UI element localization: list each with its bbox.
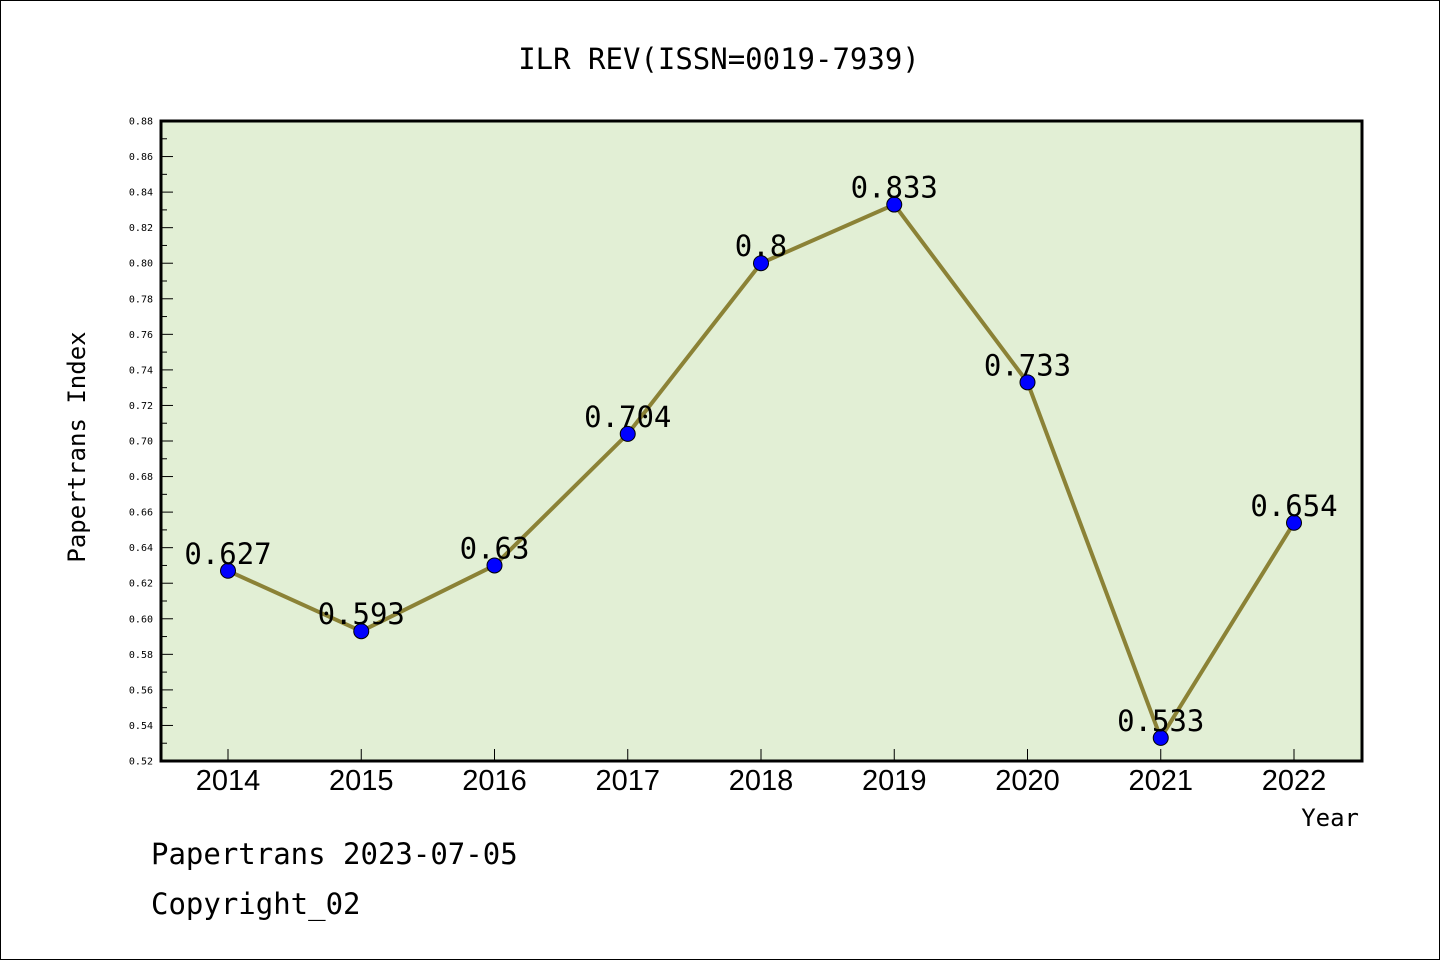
y-axis-label: Papertrans Index <box>63 331 91 562</box>
y-tick-label: 0.56 <box>129 685 153 696</box>
data-point <box>353 623 370 640</box>
y-tick-label: 0.52 <box>129 757 153 768</box>
y-tick-label: 0.68 <box>129 472 153 483</box>
data-point <box>220 562 236 579</box>
y-tick-label: 0.66 <box>129 508 153 519</box>
x-tick-label: 2019 <box>862 765 927 797</box>
y-tick-label: 0.76 <box>129 330 153 341</box>
y-tick-label: 0.58 <box>129 650 153 661</box>
y-tick-label: 0.64 <box>129 543 153 554</box>
y-tick-label: 0.82 <box>129 223 153 234</box>
y-tick-label: 0.80 <box>129 259 153 270</box>
y-tick-label: 0.74 <box>129 365 153 376</box>
data-point <box>619 425 636 442</box>
data-label: 0.733 <box>984 348 1071 382</box>
footer-date: Papertrans 2023-07-05 <box>151 837 518 871</box>
x-tick-label: 2014 <box>196 765 261 797</box>
data-label: 0.654 <box>1250 489 1337 523</box>
y-tick-label: 0.72 <box>129 401 153 412</box>
data-point <box>1286 514 1302 531</box>
data-label: 0.627 <box>184 537 271 571</box>
data-label: 0.833 <box>851 171 938 205</box>
x-tick-label: 2018 <box>729 765 794 797</box>
data-label: 0.704 <box>584 400 671 434</box>
data-point <box>753 255 769 272</box>
data-label: 0.593 <box>318 597 405 631</box>
x-tick-label: 2022 <box>1262 765 1327 797</box>
y-tick-label: 0.78 <box>129 294 153 305</box>
y-tick-label: 0.60 <box>129 614 153 625</box>
data-labels: 0.627 0.593 0.63 0.704 0.8 0.833 0.733 0.533 0.6… <box>184 171 1337 738</box>
y-tick-label: 0.54 <box>129 721 153 732</box>
y-tick-label: 0.88 <box>129 117 153 128</box>
x-tick-label: 2016 <box>462 765 527 797</box>
data-point <box>886 196 903 213</box>
data-point <box>1152 729 1169 746</box>
x-axis-label: Year <box>1301 804 1359 832</box>
y-tick-label: 0.70 <box>129 437 153 448</box>
y-tick-label: 0.62 <box>129 579 153 590</box>
axis-ticks: 0.52 0.54 0.56 0.58 0.60 0.62 0.64 0.66 0.68 0.70… <box>129 117 1326 798</box>
x-tick-label: 2021 <box>1128 765 1193 797</box>
x-tick-label: 2015 <box>329 765 394 797</box>
plot-area <box>159 119 1364 763</box>
data-point <box>486 557 503 574</box>
y-tick-label: 0.84 <box>129 188 153 199</box>
x-tick-label: 2020 <box>995 765 1060 797</box>
y-tick-label: 0.86 <box>129 152 153 163</box>
data-label: 0.533 <box>1117 704 1204 738</box>
data-label: 0.63 <box>460 531 530 565</box>
chart-title: ILR REV(ISSN=0019-7939) <box>518 42 920 76</box>
series-layer <box>220 196 1302 746</box>
data-point <box>1019 374 1036 391</box>
x-tick-label: 2017 <box>595 765 660 797</box>
data-label: 0.8 <box>735 229 787 263</box>
footer-copyright: Copyright_02 <box>151 887 361 921</box>
